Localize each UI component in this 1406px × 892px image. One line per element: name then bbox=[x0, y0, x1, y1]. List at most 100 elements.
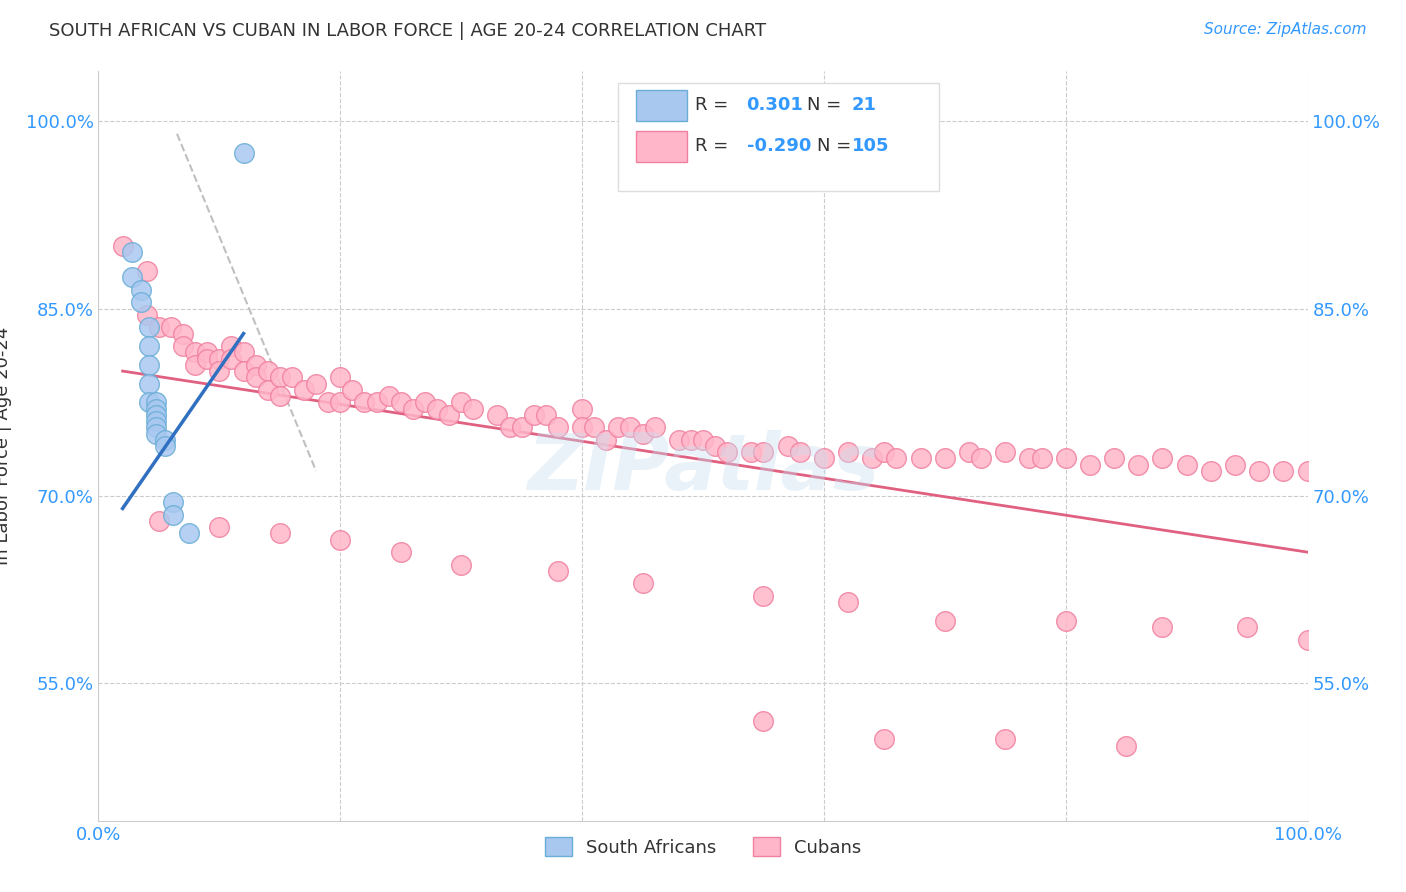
Point bbox=[184, 358, 207, 372]
Point bbox=[138, 358, 160, 372]
Point bbox=[129, 295, 152, 310]
Point bbox=[1272, 464, 1295, 478]
Point bbox=[1128, 458, 1150, 472]
Point bbox=[1031, 451, 1053, 466]
Point bbox=[1175, 458, 1198, 472]
Point bbox=[583, 420, 606, 434]
Text: Source: ZipAtlas.com: Source: ZipAtlas.com bbox=[1204, 22, 1367, 37]
Point bbox=[256, 364, 278, 378]
Point bbox=[145, 414, 167, 428]
Point bbox=[716, 445, 738, 459]
Point bbox=[523, 408, 546, 422]
Text: 21: 21 bbox=[852, 95, 877, 113]
Point bbox=[413, 395, 436, 409]
Point bbox=[145, 401, 167, 416]
Point bbox=[305, 376, 328, 391]
Point bbox=[607, 420, 630, 434]
Point bbox=[153, 433, 176, 447]
Point bbox=[1102, 451, 1125, 466]
Point bbox=[245, 370, 267, 384]
Point bbox=[145, 426, 167, 441]
Point bbox=[1236, 620, 1258, 634]
Point bbox=[256, 383, 278, 397]
Point bbox=[1054, 451, 1077, 466]
Point bbox=[366, 395, 388, 409]
FancyBboxPatch shape bbox=[637, 131, 688, 162]
Point bbox=[886, 451, 908, 466]
Point bbox=[426, 401, 449, 416]
Text: SOUTH AFRICAN VS CUBAN IN LABOR FORCE | AGE 20-24 CORRELATION CHART: SOUTH AFRICAN VS CUBAN IN LABOR FORCE | … bbox=[49, 22, 766, 40]
Point bbox=[121, 270, 143, 285]
Point bbox=[111, 239, 134, 253]
Point bbox=[138, 320, 160, 334]
Point bbox=[837, 595, 859, 609]
Point bbox=[910, 451, 932, 466]
Point bbox=[208, 520, 231, 534]
Point bbox=[269, 389, 291, 403]
Point bbox=[437, 408, 460, 422]
Point bbox=[162, 508, 184, 522]
Point bbox=[789, 445, 811, 459]
Point bbox=[860, 451, 883, 466]
Point bbox=[1152, 620, 1174, 634]
Point bbox=[740, 445, 762, 459]
Point bbox=[619, 420, 641, 434]
Point bbox=[631, 576, 654, 591]
Point bbox=[138, 395, 160, 409]
Point bbox=[692, 433, 714, 447]
Point bbox=[1296, 464, 1319, 478]
Point bbox=[377, 389, 399, 403]
Point bbox=[172, 339, 194, 353]
Point bbox=[1296, 632, 1319, 647]
Point bbox=[145, 420, 167, 434]
Point bbox=[994, 732, 1017, 747]
Point bbox=[232, 345, 254, 359]
Point bbox=[269, 370, 291, 384]
Point bbox=[752, 445, 775, 459]
Point bbox=[1054, 614, 1077, 628]
Point bbox=[873, 732, 896, 747]
Point bbox=[534, 408, 557, 422]
Text: N =: N = bbox=[807, 95, 846, 113]
Point bbox=[153, 439, 176, 453]
Point bbox=[292, 383, 315, 397]
FancyBboxPatch shape bbox=[619, 83, 939, 191]
Point bbox=[195, 351, 218, 366]
Point bbox=[644, 420, 666, 434]
Point bbox=[1199, 464, 1222, 478]
Point bbox=[281, 370, 304, 384]
Point bbox=[837, 445, 859, 459]
Point bbox=[994, 445, 1017, 459]
Point bbox=[450, 558, 472, 572]
Point bbox=[269, 526, 291, 541]
Point bbox=[463, 401, 485, 416]
Point bbox=[679, 433, 702, 447]
Point bbox=[1249, 464, 1271, 478]
Point bbox=[232, 145, 254, 160]
Point bbox=[510, 420, 533, 434]
Point bbox=[934, 614, 956, 628]
Point bbox=[232, 364, 254, 378]
Text: 0.301: 0.301 bbox=[747, 95, 803, 113]
Legend: South Africans, Cubans: South Africans, Cubans bbox=[537, 830, 869, 864]
Text: 105: 105 bbox=[852, 136, 889, 155]
Point bbox=[138, 339, 160, 353]
Point bbox=[547, 420, 569, 434]
Point bbox=[813, 451, 835, 466]
Point bbox=[1078, 458, 1101, 472]
Point bbox=[172, 326, 194, 341]
Text: -0.290: -0.290 bbox=[747, 136, 811, 155]
Point bbox=[138, 376, 160, 391]
Point bbox=[704, 439, 727, 453]
Point bbox=[162, 495, 184, 509]
Point bbox=[148, 514, 170, 528]
Point bbox=[1115, 739, 1137, 753]
Point bbox=[668, 433, 690, 447]
Point bbox=[402, 401, 425, 416]
Text: R =: R = bbox=[695, 95, 734, 113]
Point bbox=[135, 308, 157, 322]
Text: N =: N = bbox=[817, 136, 856, 155]
Point bbox=[145, 395, 167, 409]
Point bbox=[121, 245, 143, 260]
Point bbox=[970, 451, 993, 466]
